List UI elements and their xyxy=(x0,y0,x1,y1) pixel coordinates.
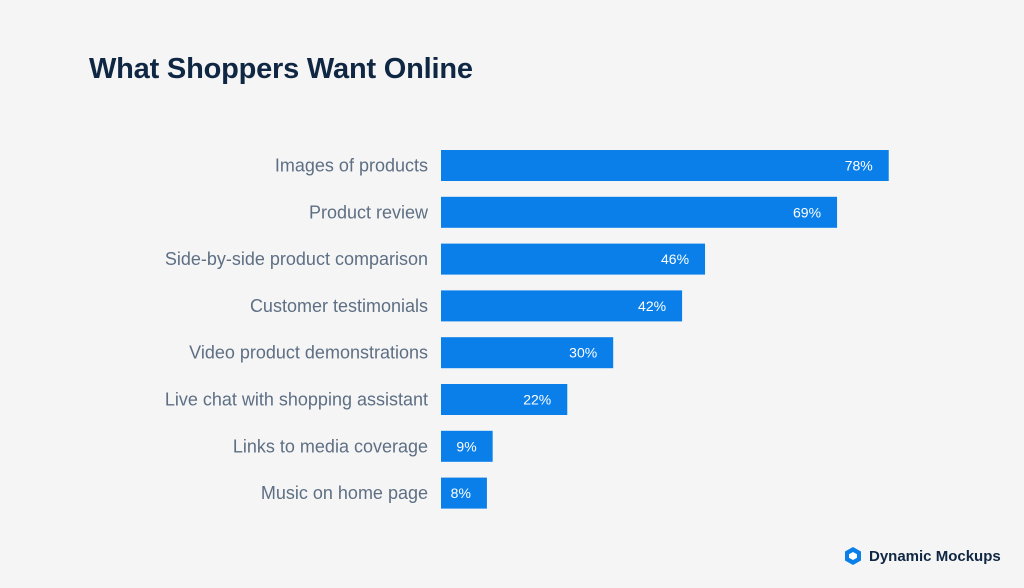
bar xyxy=(441,290,683,322)
value-label: 9% xyxy=(456,438,476,454)
value-label: 30% xyxy=(569,345,597,361)
dynamic-mockups-logo-icon xyxy=(845,547,861,565)
value-label: 8% xyxy=(451,485,471,501)
category-label: Product review xyxy=(309,202,429,222)
value-label: 69% xyxy=(793,204,821,220)
category-label: Links to media coverage xyxy=(233,436,428,456)
bar xyxy=(441,243,706,275)
bar xyxy=(441,477,487,509)
bar xyxy=(441,337,614,369)
value-label: 78% xyxy=(845,158,873,174)
brand-logo: Dynamic Mockups xyxy=(843,546,1001,566)
brand-name: Dynamic Mockups xyxy=(869,547,1001,565)
chart-title: What Shoppers Want Online xyxy=(89,53,473,85)
category-label: Video product demonstrations xyxy=(189,343,428,363)
category-label: Images of products xyxy=(275,156,428,176)
category-label: Live chat with shopping assistant xyxy=(165,390,428,410)
bar xyxy=(441,430,493,462)
bar xyxy=(441,384,568,415)
category-label: Music on home page xyxy=(261,483,428,503)
bar xyxy=(441,150,889,181)
category-label: Side-by-side product comparison xyxy=(165,249,428,269)
bar xyxy=(441,196,838,228)
value-label: 42% xyxy=(638,298,666,314)
value-label: 46% xyxy=(661,251,689,267)
value-label: 22% xyxy=(523,392,551,408)
category-label: Customer testimonials xyxy=(250,296,428,316)
